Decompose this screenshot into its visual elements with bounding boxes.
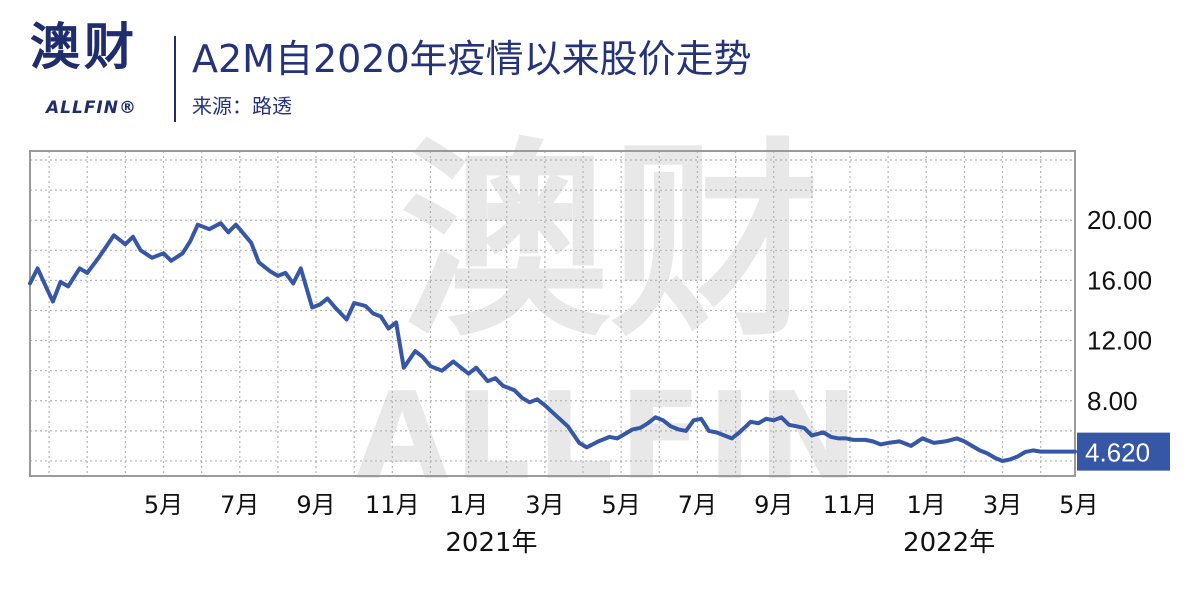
- plot-frame: [29, 150, 1076, 477]
- x-tick-label: 11月: [823, 491, 878, 519]
- x-tick-label: 9月: [754, 491, 793, 519]
- y-tick-label: 16.00: [1087, 265, 1152, 295]
- watermark-text-cn: 澳财: [400, 120, 820, 365]
- x-tick-label: 5月: [602, 491, 641, 519]
- x-year-label: 2022年: [903, 528, 995, 558]
- x-tick-label: 5月: [1059, 491, 1098, 519]
- x-tick-label: 11月: [365, 491, 420, 519]
- chart-source: 来源：路透: [192, 94, 292, 118]
- header-divider: [174, 36, 176, 122]
- x-tick-label: 5月: [144, 491, 183, 519]
- x-tick-label: 1月: [449, 491, 488, 519]
- chart-axes: 20.00 16.00 12.00 8.00 4.620 5月 7月 9月 11月 1月 3月 5月 7…: [144, 205, 1170, 558]
- y-tick-label: 12.00: [1087, 326, 1152, 356]
- chart-header: 澳财 ALLFIN® A2M自2020年疫情以来股价走势 来源：路透: [0, 0, 1197, 140]
- chart-title: A2M自2020年疫情以来股价走势: [192, 37, 752, 81]
- brand-logo-subtext: ALLFIN®: [46, 98, 137, 118]
- x-year-label: 2021年: [445, 528, 537, 558]
- x-tick-label: 7月: [678, 491, 717, 519]
- series-line-price: [28, 221, 1077, 463]
- chart-series: [28, 221, 1077, 463]
- last-value-badge: [1077, 432, 1170, 471]
- y-tick-label: 20.00: [1087, 205, 1152, 235]
- last-value-label: 4.620: [1085, 438, 1150, 468]
- x-tick-label: 9月: [296, 491, 335, 519]
- y-tick-label: 8.00: [1087, 386, 1138, 416]
- x-tick-label: 7月: [220, 491, 259, 519]
- x-tick-label: 1月: [907, 491, 946, 519]
- x-tick-label: 3月: [983, 491, 1022, 519]
- x-tick-label: 3月: [525, 491, 564, 519]
- brand-logo-text: 澳财: [30, 18, 138, 76]
